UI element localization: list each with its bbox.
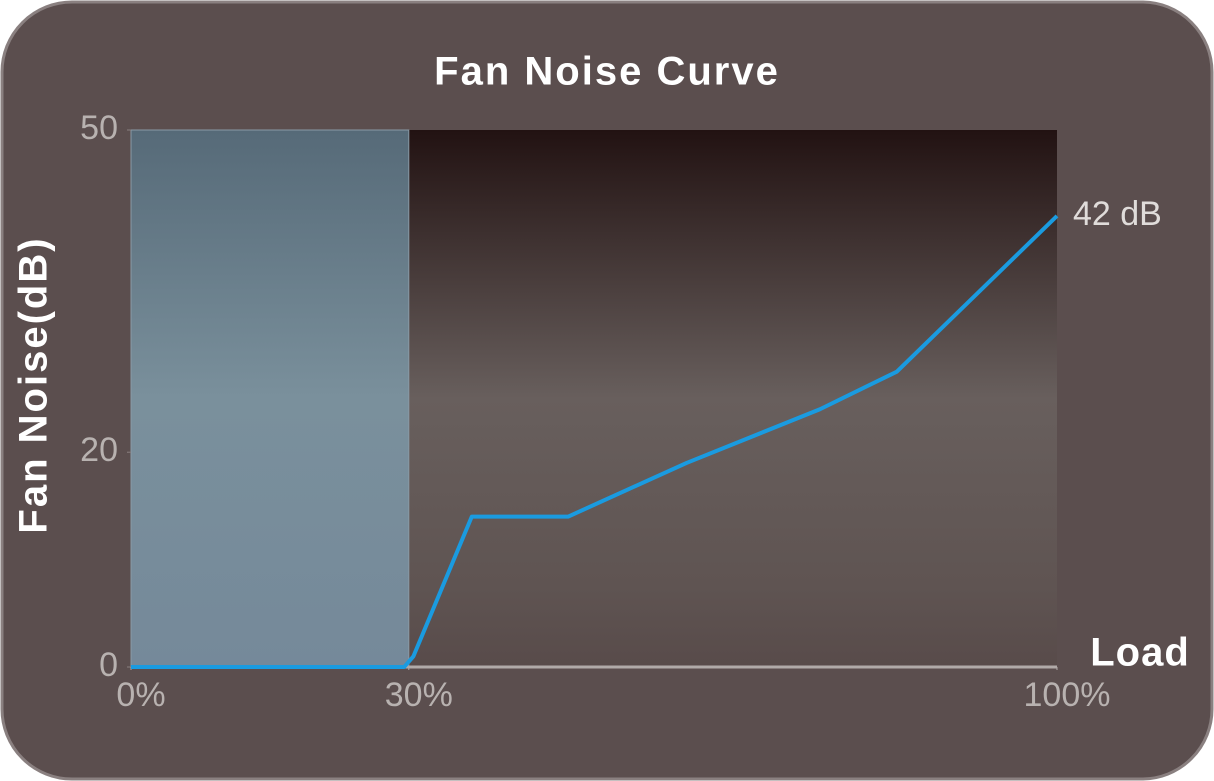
y-tick-label: 50	[80, 109, 118, 147]
x-axis-label: Load	[1090, 631, 1190, 675]
y-axis-label: Fan Noise(dB)	[12, 236, 56, 533]
y-tick-label: 0	[99, 646, 118, 684]
chart-title: Fan Noise Curve	[434, 50, 780, 94]
highlight-region	[130, 129, 410, 668]
y-tick-label: 20	[80, 431, 118, 469]
x-tick-label: 100%	[1024, 676, 1111, 714]
x-tick-label: 30%	[385, 676, 453, 714]
line	[131, 214, 1059, 669]
x-tick-label: 0%	[116, 676, 165, 714]
annotation: 42 dB	[1073, 195, 1162, 233]
